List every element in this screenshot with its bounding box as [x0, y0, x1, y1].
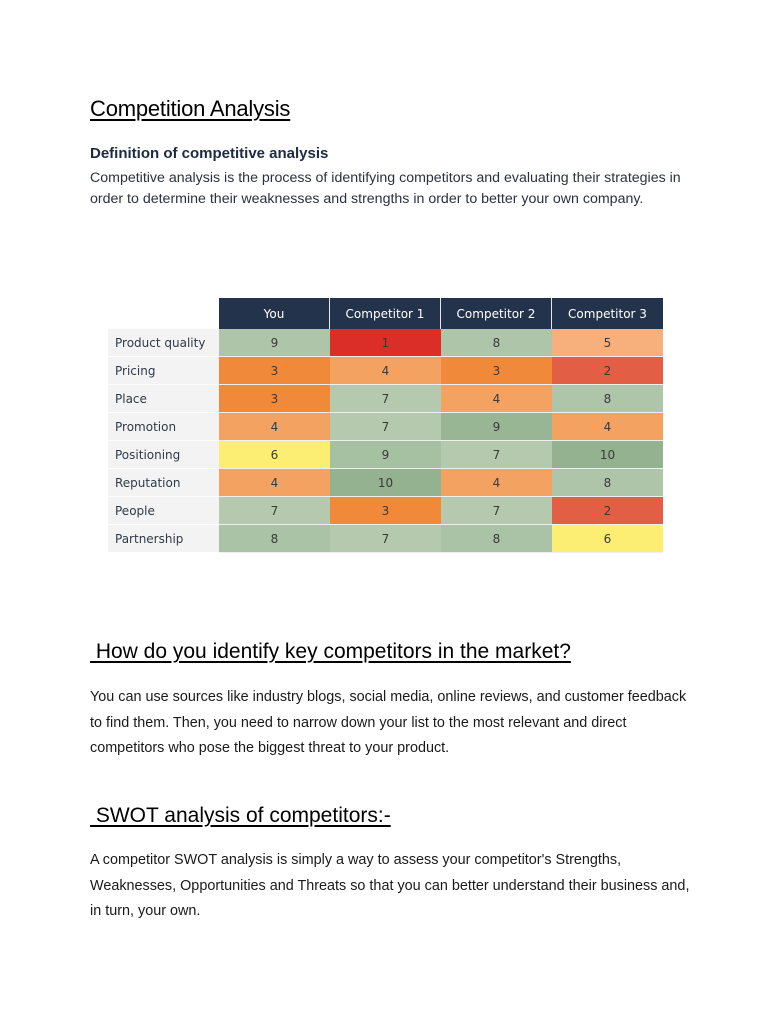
- table-row: Product quality 9 1 8 5: [108, 329, 663, 357]
- competitor-score-table: You Competitor 1 Competitor 2 Competitor…: [108, 298, 663, 553]
- score-cell: 7: [330, 413, 441, 441]
- score-cell: 10: [330, 469, 441, 497]
- swot-body: A competitor SWOT analysis is simply a w…: [90, 852, 690, 919]
- row-label: People: [108, 497, 219, 525]
- score-cell: 4: [219, 413, 330, 441]
- score-cell: 7: [441, 497, 552, 525]
- row-label: Promotion: [108, 413, 219, 441]
- row-label: Pricing: [108, 357, 219, 385]
- row-label: Product quality: [108, 329, 219, 357]
- score-cell: 6: [552, 525, 663, 553]
- score-cell: 9: [330, 441, 441, 469]
- score-cell: 8: [441, 525, 552, 553]
- score-cell: 8: [441, 329, 552, 357]
- score-cell: 8: [552, 385, 663, 413]
- table-row: Partnership 8 7 8 6: [108, 525, 663, 553]
- score-cell: 9: [441, 413, 552, 441]
- table-header-row: You Competitor 1 Competitor 2 Competitor…: [108, 298, 663, 329]
- column-header-competitor-3: Competitor 3: [552, 298, 663, 329]
- score-cell: 3: [441, 357, 552, 385]
- score-cell: 9: [219, 329, 330, 357]
- table-row: Reputation 4 10 4 8: [108, 469, 663, 497]
- identify-competitors-body: You can use sources like industry blogs,…: [90, 689, 687, 756]
- definition-body: Competitive analysis is the process of i…: [90, 170, 681, 207]
- row-label: Positioning: [108, 441, 219, 469]
- score-cell: 7: [441, 441, 552, 469]
- score-cell: 3: [219, 357, 330, 385]
- score-cell: 7: [330, 525, 441, 553]
- table-row: Place 3 7 4 8: [108, 385, 663, 413]
- table-row: Promotion 4 7 9 4: [108, 413, 663, 441]
- score-cell: 2: [552, 357, 663, 385]
- score-cell: 4: [552, 413, 663, 441]
- score-cell: 8: [219, 525, 330, 553]
- score-cell: 4: [219, 469, 330, 497]
- score-cell: 4: [330, 357, 441, 385]
- table-row: Pricing 3 4 3 2: [108, 357, 663, 385]
- score-cell: 8: [552, 469, 663, 497]
- page-title: Competition Analysis: [90, 96, 291, 121]
- score-cell: 3: [330, 497, 441, 525]
- column-header-competitor-2: Competitor 2: [441, 298, 552, 329]
- score-cell: 4: [441, 385, 552, 413]
- score-cell: 5: [552, 329, 663, 357]
- score-cell: 2: [552, 497, 663, 525]
- score-cell: 7: [330, 385, 441, 413]
- table-row: Positioning 6 9 7 10: [108, 441, 663, 469]
- score-cell: 7: [219, 497, 330, 525]
- definition-heading: Definition of competitive analysis: [90, 145, 329, 162]
- row-label: Reputation: [108, 469, 219, 497]
- swot-heading: SWOT analysis of competitors:-: [90, 804, 391, 827]
- table-row: People 7 3 7 2: [108, 497, 663, 525]
- score-cell: 1: [330, 329, 441, 357]
- score-cell: 6: [219, 441, 330, 469]
- column-header-competitor-1: Competitor 1: [330, 298, 441, 329]
- row-label: Partnership: [108, 525, 219, 553]
- column-header-you: You: [219, 298, 330, 329]
- row-label: Place: [108, 385, 219, 413]
- score-cell: 10: [552, 441, 663, 469]
- header-blank-cell: [108, 298, 219, 329]
- identify-competitors-heading: How do you identify key competitors in t…: [90, 640, 571, 663]
- score-cell: 4: [441, 469, 552, 497]
- score-cell: 3: [219, 385, 330, 413]
